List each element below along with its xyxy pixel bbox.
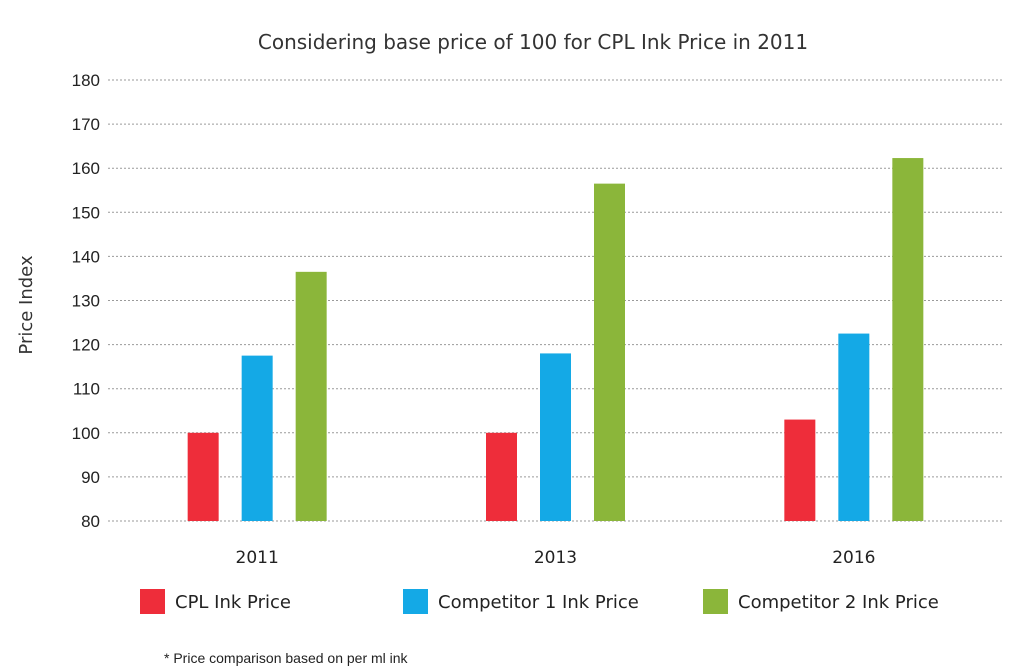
legend-label: Competitor 2 Ink Price [738, 592, 939, 613]
y-tick-label: 180 [72, 71, 100, 90]
bar [540, 353, 571, 521]
y-tick-label: 110 [73, 380, 100, 399]
bar [295, 271, 327, 521]
y-axis-ticks: 80 90 100 110 120 130 140 150 160 170 180 [72, 71, 100, 531]
legend-label: Competitor 1 Ink Price [438, 592, 639, 613]
bar [838, 333, 870, 521]
x-tick-label: 2016 [832, 548, 875, 568]
bar [784, 419, 816, 521]
footnote: * Price comparison based on per ml ink [164, 650, 409, 666]
bars [187, 158, 924, 521]
x-tick-label: 2013 [534, 548, 577, 568]
y-tick-label: 160 [72, 159, 100, 178]
x-axis-ticks: 2011 2013 2016 [236, 548, 876, 568]
bar [594, 183, 625, 521]
legend: CPL Ink Price Competitor 1 Ink Price Compe… [140, 589, 939, 614]
bar [892, 158, 924, 521]
bar [486, 432, 517, 521]
chart-title: Considering base price of 100 for CPL In… [258, 30, 808, 54]
legend-label: CPL Ink Price [175, 592, 291, 613]
bar [187, 432, 219, 521]
legend-swatch [403, 589, 428, 614]
bar [241, 355, 273, 521]
y-tick-label: 150 [72, 203, 100, 222]
y-tick-label: 120 [72, 336, 100, 355]
legend-swatch [703, 589, 728, 614]
y-tick-label: 130 [72, 292, 100, 311]
y-tick-label: 170 [72, 115, 100, 134]
x-tick-label: 2011 [236, 548, 279, 568]
y-tick-label: 90 [81, 468, 100, 487]
y-tick-label: 80 [81, 512, 100, 531]
legend-swatch [140, 589, 165, 614]
y-axis-label: Price Index [16, 255, 37, 355]
y-tick-label: 140 [72, 247, 100, 266]
y-tick-label: 100 [72, 424, 100, 443]
